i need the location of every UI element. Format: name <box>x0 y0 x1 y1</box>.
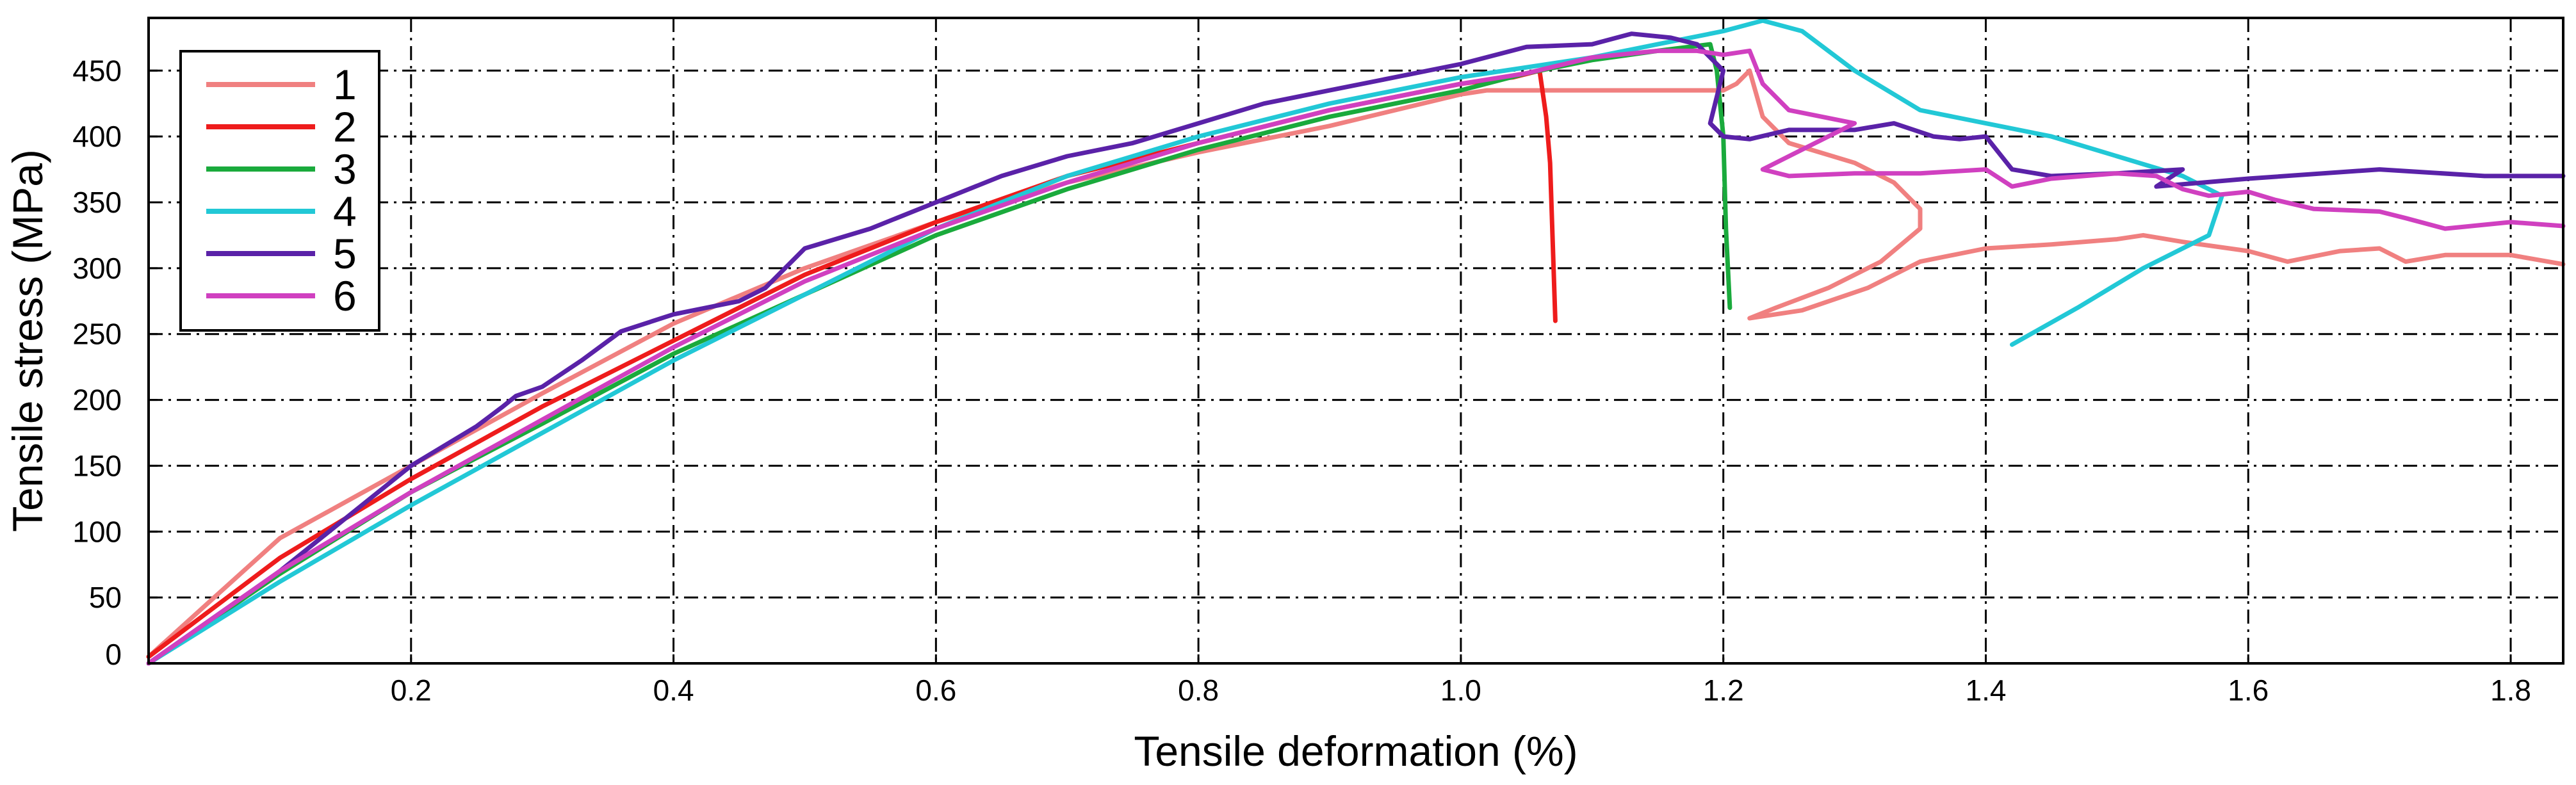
legend-label-2: 2 <box>333 103 357 150</box>
series-line-1 <box>146 68 2566 660</box>
legend-label-4: 4 <box>333 188 357 235</box>
y-tick-label: 350 <box>72 186 122 219</box>
x-tick-label: 1.0 <box>1440 674 1481 707</box>
y-tick-label: 450 <box>72 54 122 87</box>
x-axis-ticks: 0.2 0.4 0.6 0.8 1.0 1.2 1.4 1.6 1.8 <box>391 654 2531 707</box>
series-line-4 <box>146 18 2224 666</box>
series-lines <box>146 18 2566 666</box>
y-tick-label: 200 <box>72 384 122 417</box>
legend-box <box>179 50 380 332</box>
x-axis-title: Tensile deformation (%) <box>1134 727 1577 775</box>
y-tick-label: 100 <box>72 515 122 548</box>
y-tick-label: 150 <box>72 449 122 482</box>
legend-label-5: 5 <box>333 230 357 277</box>
y-tick-label: 300 <box>72 252 122 285</box>
x-tick-label: 0.4 <box>653 674 694 707</box>
legend-label-3: 3 <box>333 145 357 193</box>
x-tick-label: 1.6 <box>2228 674 2269 707</box>
series-line-3 <box>146 42 1732 666</box>
y-axis-title: Tensile stress (MPa) <box>4 149 51 532</box>
series-line-6 <box>146 48 2566 666</box>
y-tick-label: 250 <box>72 318 122 351</box>
plot-area-frame <box>147 17 2564 665</box>
x-tick-label: 1.2 <box>1703 674 1744 707</box>
x-tick-label: 0.8 <box>1178 674 1219 707</box>
x-tick-label: 0.6 <box>915 674 956 707</box>
y-axis-ticks: 0 50 100 150 200 250 300 350 400 450 <box>72 54 158 671</box>
x-tick-label: 1.4 <box>1966 674 2007 707</box>
y-tick-label: 400 <box>72 120 122 153</box>
legend-label-6: 6 <box>333 272 357 320</box>
x-tick-label: 0.2 <box>391 674 432 707</box>
series-line-5 <box>146 31 2566 666</box>
y-tick-label: 0 <box>105 638 122 671</box>
grid-lines <box>149 18 2563 663</box>
legend-label-1: 1 <box>333 61 357 108</box>
x-tick-label: 1.8 <box>2490 674 2531 707</box>
y-tick-label: 50 <box>89 581 122 614</box>
